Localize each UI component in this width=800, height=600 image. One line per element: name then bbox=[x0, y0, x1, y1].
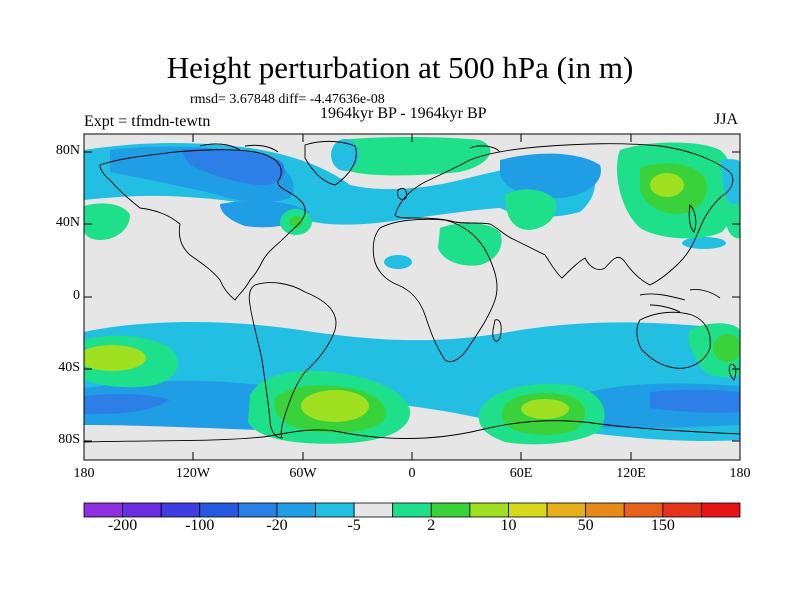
colorbar-label: 50 bbox=[577, 517, 594, 534]
coast-australia bbox=[636, 311, 711, 369]
lon-label-120e: 120E bbox=[616, 466, 646, 481]
colorbar-swatch bbox=[546, 502, 587, 518]
colorbar-label: -20 bbox=[266, 517, 288, 534]
contour-nwpac-green bbox=[726, 203, 740, 239]
colorbar-swatch bbox=[315, 502, 355, 518]
colorbar-label: 2 bbox=[427, 517, 436, 534]
lat-label-40s: 40S bbox=[58, 360, 80, 375]
colorbar-swatch bbox=[353, 502, 394, 518]
coast-new-zealand bbox=[728, 363, 737, 381]
colorbar-swatch bbox=[508, 502, 548, 518]
coast-south-america bbox=[248, 282, 337, 439]
coast-antarctica bbox=[84, 420, 740, 443]
page-title: Height perturbation at 500 hPa (in m) bbox=[166, 50, 634, 85]
colorbar-label: -200 bbox=[107, 517, 138, 534]
lat-label-80n: 80N bbox=[55, 143, 80, 158]
contour-io-lightgreen bbox=[521, 399, 569, 419]
coast-indonesia bbox=[639, 289, 721, 313]
coast-eurasia bbox=[394, 143, 734, 286]
lat-label-0: 0 bbox=[73, 288, 80, 303]
colorbar-swatch bbox=[662, 502, 702, 518]
lon-label-120w: 120W bbox=[175, 466, 211, 481]
colorbar-swatch bbox=[237, 502, 278, 518]
colorbar-swatch bbox=[392, 502, 432, 518]
coast-madagascar bbox=[492, 319, 502, 342]
colorbar-swatch bbox=[122, 502, 162, 518]
stats-label: rmsd= 3.67848 diff= -4.47636e-08 bbox=[190, 92, 385, 107]
contour-nh-blue-deep bbox=[180, 148, 285, 185]
lon-label-180w: 180 bbox=[73, 466, 95, 481]
contour-sh-blue-deep bbox=[84, 393, 170, 415]
contour-sh-blue-patch-3 bbox=[682, 237, 726, 249]
coast-british-isles bbox=[397, 187, 407, 201]
colorbar-label: -5 bbox=[347, 517, 361, 534]
colorbar-swatch bbox=[199, 502, 239, 518]
contour-npac-edge-blue bbox=[720, 159, 740, 210]
contour-nafrica-green bbox=[438, 223, 502, 266]
contour-nepac-green bbox=[84, 203, 130, 240]
lon-label-0: 0 bbox=[408, 466, 416, 481]
contour-sh-darkblue-band bbox=[84, 380, 260, 430]
colorbar-swatch bbox=[469, 502, 509, 518]
contour-sa-lightgreen bbox=[301, 390, 369, 422]
coast-africa bbox=[372, 218, 498, 363]
lat-label-40n: 40N bbox=[55, 215, 80, 230]
lon-label-60e: 60E bbox=[509, 466, 533, 481]
period-label: 1964kyr BP - 1964kyr BP bbox=[320, 105, 487, 122]
contour-arctic-blue bbox=[331, 139, 359, 171]
contour-arctic-green bbox=[333, 137, 491, 176]
coast-greenland bbox=[304, 140, 357, 186]
coast-japan bbox=[688, 204, 697, 233]
axis-ticks bbox=[83, 134, 741, 460]
colorbar bbox=[83, 502, 741, 518]
contour-ne-darkblue bbox=[500, 153, 601, 199]
contour-sh-blue-patch-2 bbox=[360, 344, 410, 360]
colorbar-swatch bbox=[83, 502, 123, 518]
colorbar-swatch bbox=[701, 502, 741, 518]
coast-north-america bbox=[99, 149, 306, 301]
colorbar-label: 10 bbox=[500, 517, 517, 534]
contour-sh-blue-patch bbox=[634, 351, 686, 369]
coast-arctic-islands bbox=[199, 143, 501, 153]
colorbar-label: -100 bbox=[185, 517, 215, 534]
experiment-label: Expt = tfmdn-tewtn bbox=[84, 113, 211, 130]
contour-npac-lightgreen bbox=[650, 173, 684, 197]
lon-label-60w: 60W bbox=[289, 466, 317, 481]
contour-fields bbox=[84, 137, 740, 445]
colorbar-swatch bbox=[276, 502, 316, 518]
contour-nam-midgreen bbox=[289, 216, 303, 228]
contour-sp-lightgreen bbox=[84, 345, 146, 371]
season-label: JJA bbox=[714, 111, 739, 128]
coastlines bbox=[84, 140, 740, 443]
contour-atl-blue bbox=[384, 255, 412, 269]
colorbar-swatch bbox=[623, 502, 664, 518]
lon-label-180e: 180 bbox=[729, 466, 751, 481]
colorbar-swatch bbox=[160, 502, 201, 518]
contour-casia-green bbox=[505, 189, 557, 230]
contour-aus-midgreen bbox=[713, 334, 740, 362]
contour-sh-blue-deep-east bbox=[650, 389, 740, 413]
lat-label-80s: 80S bbox=[58, 432, 80, 447]
colorbar-swatch bbox=[585, 502, 625, 518]
colorbar-swatch bbox=[430, 502, 471, 518]
colorbar-label: 150 bbox=[650, 517, 675, 534]
